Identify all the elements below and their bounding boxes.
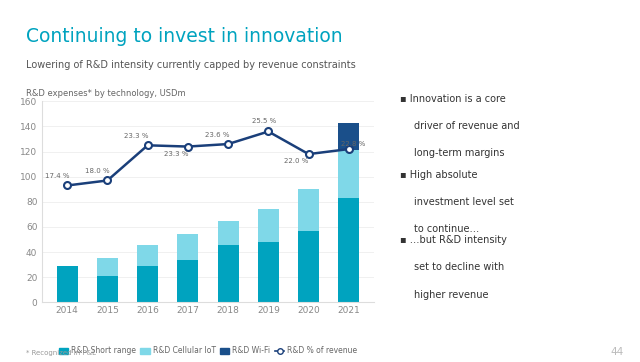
Text: 18.0 %: 18.0 %	[85, 168, 109, 174]
Bar	[97, 258, 118, 276]
Bar	[218, 244, 239, 302]
Bar	[137, 266, 158, 302]
Bar	[339, 198, 359, 302]
Text: 23.6 %: 23.6 %	[205, 132, 229, 138]
Bar	[298, 231, 319, 302]
Text: ▪ Innovation is a core: ▪ Innovation is a core	[400, 94, 506, 104]
Text: 23.3 %: 23.3 %	[164, 151, 189, 157]
Text: set to decline with: set to decline with	[414, 262, 504, 273]
Bar	[137, 244, 158, 266]
Bar	[339, 150, 359, 198]
Text: R&D expenses* by technology, USDm: R&D expenses* by technology, USDm	[26, 89, 185, 98]
Text: © Nordic Semiconductor: © Nordic Semiconductor	[8, 4, 102, 13]
Bar	[258, 209, 279, 242]
Bar	[177, 260, 198, 302]
Text: Lowering of R&D intensity currently capped by revenue constraints: Lowering of R&D intensity currently capp…	[26, 60, 355, 70]
Text: higher revenue: higher revenue	[414, 290, 488, 300]
Text: investment level set: investment level set	[414, 197, 514, 207]
Text: 25.5 %: 25.5 %	[252, 118, 276, 124]
Text: 17.4 %: 17.4 %	[45, 173, 69, 179]
Bar	[339, 123, 359, 150]
Text: ▪ …but R&D intensity: ▪ …but R&D intensity	[400, 235, 507, 245]
Bar	[298, 189, 319, 231]
Text: Continuing to invest in innovation: Continuing to invest in innovation	[26, 27, 342, 46]
Text: long-term margins: long-term margins	[414, 148, 504, 159]
Legend: R&D Short range, R&D Cellular IoT, R&D Wi-Fi, R&D % of revenue: R&D Short range, R&D Cellular IoT, R&D W…	[56, 343, 360, 358]
Bar	[258, 242, 279, 302]
Text: to continue…: to continue…	[414, 224, 479, 235]
Text: * Recognized in P&L: * Recognized in P&L	[26, 350, 95, 357]
Text: driver of revenue and: driver of revenue and	[414, 121, 520, 131]
Text: ▪ High absolute: ▪ High absolute	[400, 170, 477, 180]
Text: 22.0 %: 22.0 %	[284, 158, 308, 164]
Bar	[218, 221, 239, 244]
Text: 44: 44	[611, 348, 624, 358]
Bar	[177, 235, 198, 260]
Bar	[97, 276, 118, 302]
Bar	[57, 266, 77, 302]
Text: 22.8 %: 22.8 %	[342, 140, 366, 147]
Text: 23.3 %: 23.3 %	[124, 133, 148, 139]
